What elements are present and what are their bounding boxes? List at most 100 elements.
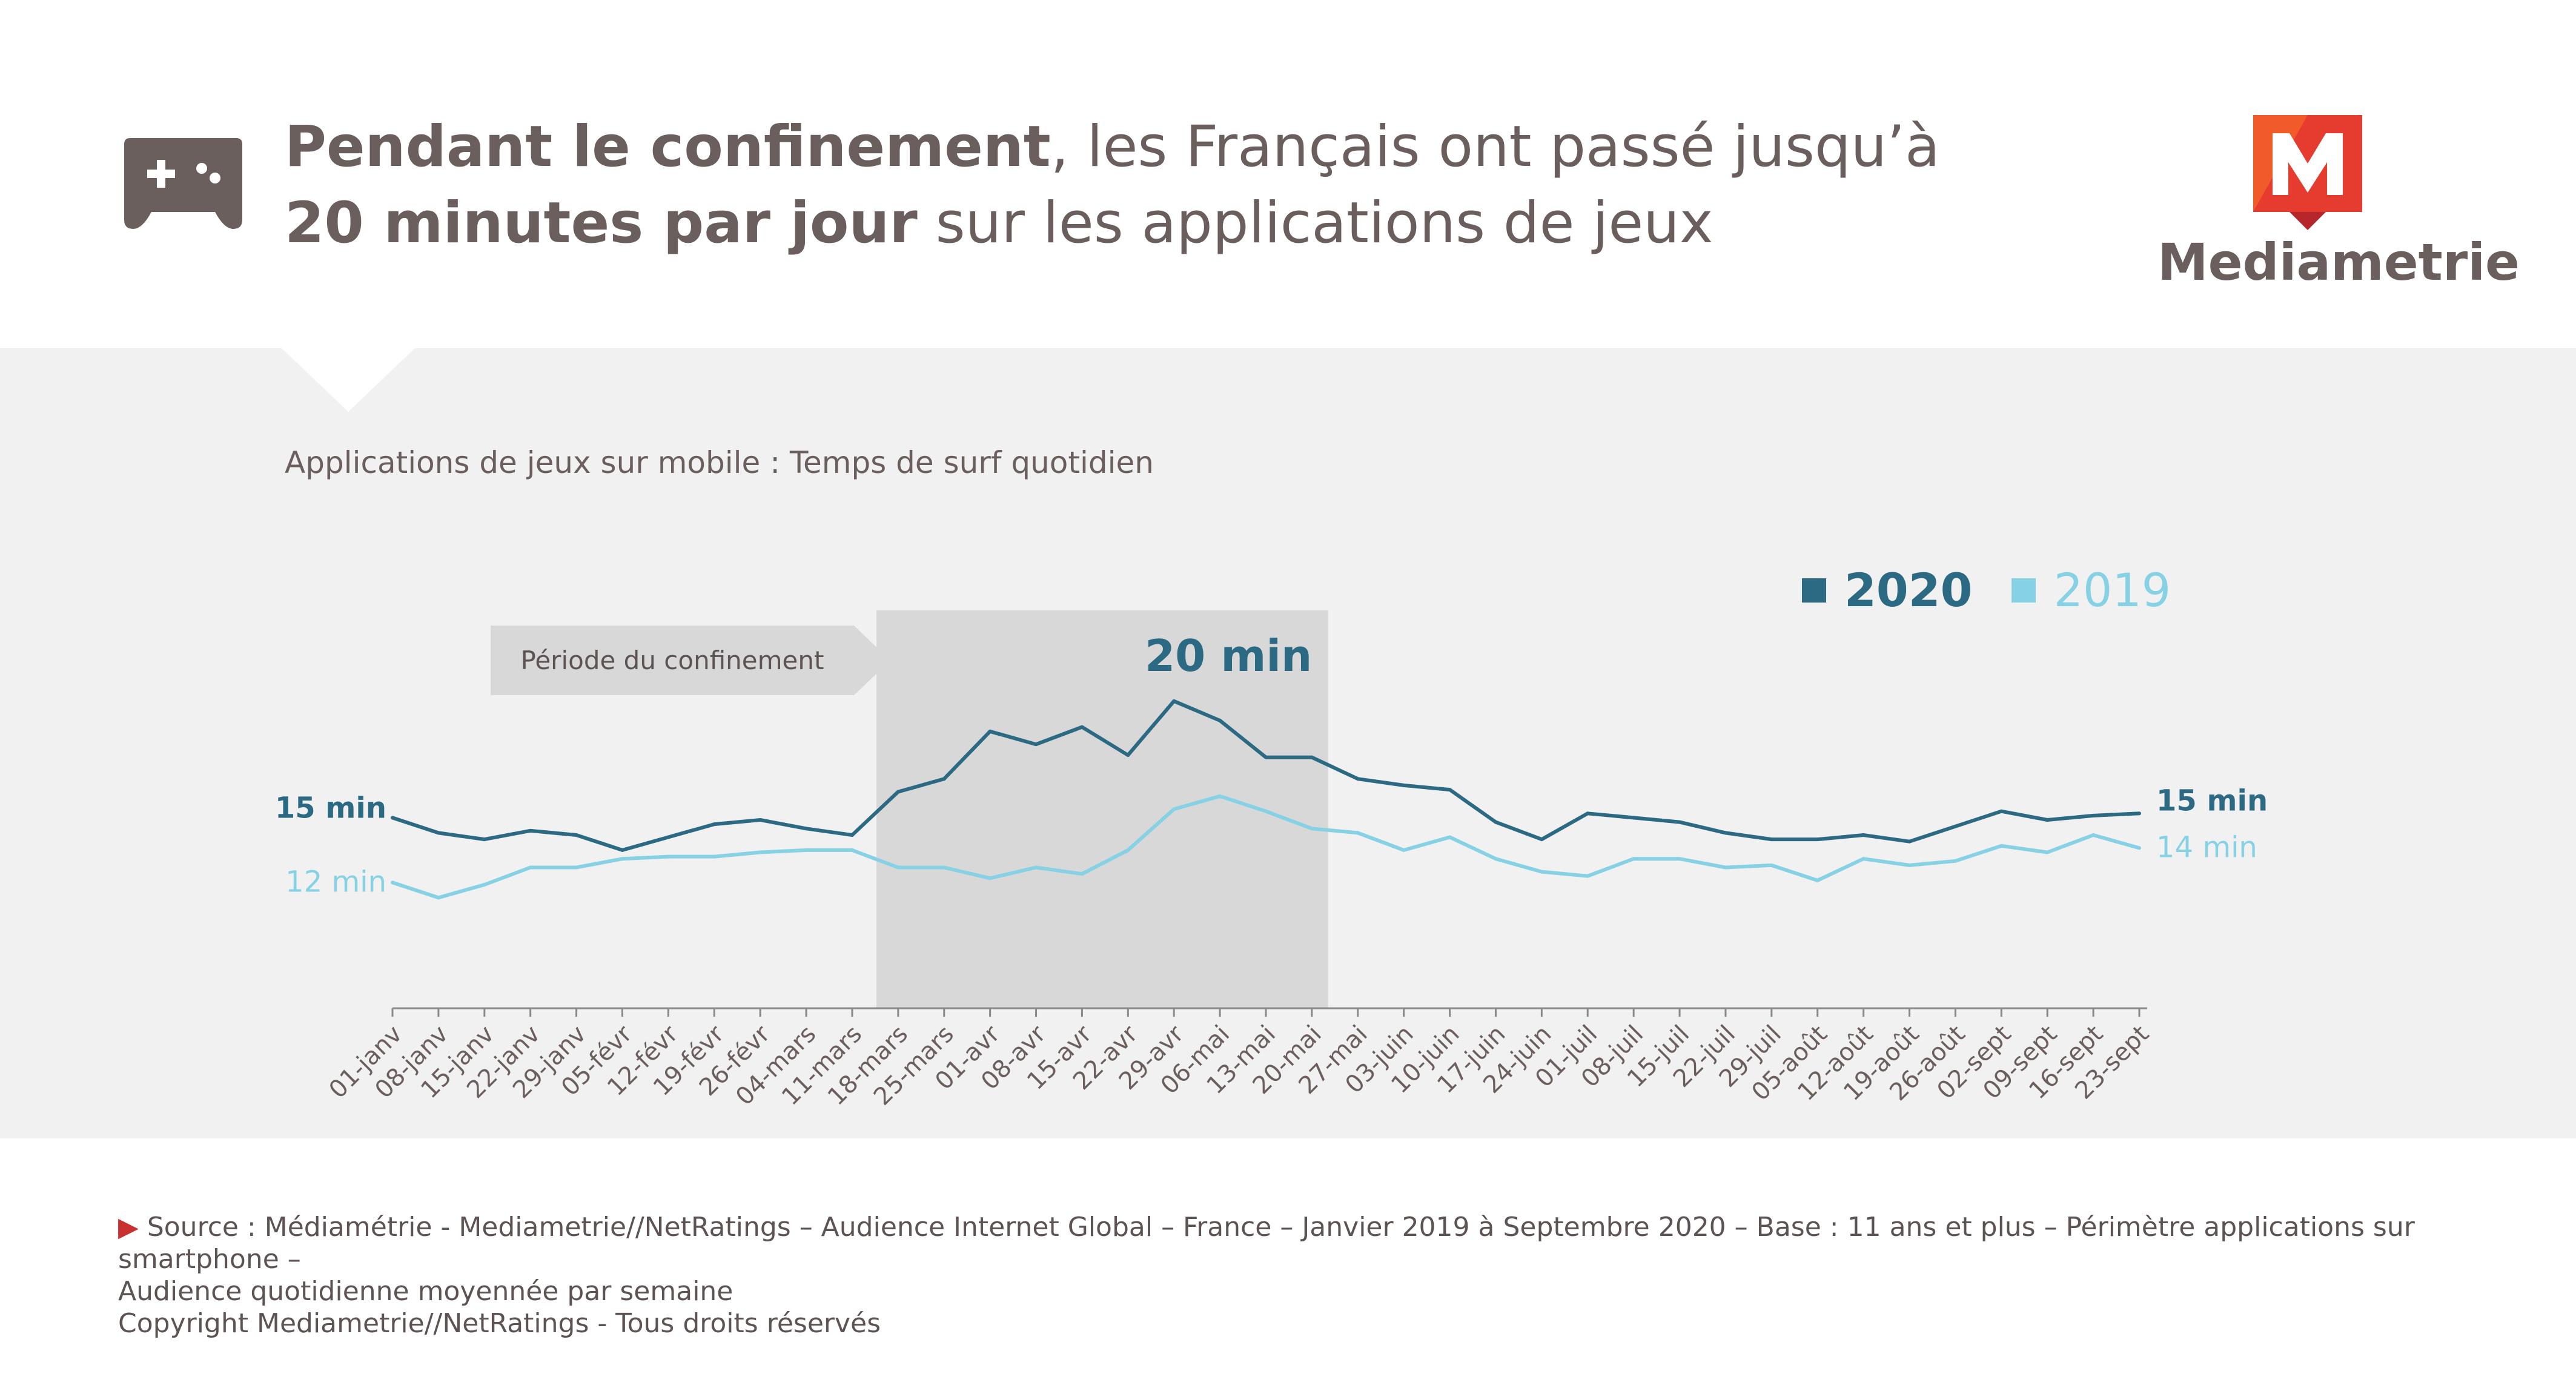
data-point-2019 [1126,848,1130,852]
data-point-2019 [620,857,624,861]
data-point-2019 [1310,827,1314,831]
data-point-2020 [1034,742,1038,747]
data-point-2019 [1632,857,1636,861]
data-point-2019 [1080,872,1084,876]
data-point-2019 [391,880,394,885]
legend-swatch-2020 [1802,578,1826,603]
data-point-2019 [1402,848,1406,852]
headline: Pendant le confinement, les Français ont… [285,109,2102,262]
data-point-2020 [528,828,532,833]
data-point-2020 [436,831,440,835]
end-label-2019: 14 min [2156,830,2257,864]
data-point-2019 [1448,835,1452,839]
data-point-2019 [942,865,946,870]
start-label-2020: 15 min [275,791,386,825]
legend-label-2020: 2020 [1844,563,1973,617]
data-point-2020 [942,777,946,781]
data-point-2020 [1172,699,1176,703]
data-point-2020 [1356,777,1360,781]
data-point-2020 [1402,783,1406,787]
source-footer: ▶ Source : Médiamétrie - Mediametrie//Ne… [118,1211,2480,1339]
headline-line-1: Pendant le confinement, les Français ont… [285,109,2102,185]
data-point-2019 [1218,794,1222,798]
headline-line1-rest: , les Français ont passé jusqu’à [1050,114,1940,180]
data-point-2020 [1080,725,1084,729]
legend-item-2019: 2019 [2011,563,2171,617]
data-point-2020 [574,833,578,837]
data-point-2020 [1586,811,1590,816]
data-point-2019 [2091,833,2096,837]
data-point-2020 [1861,833,1866,837]
data-point-2019 [482,883,486,887]
data-point-2020 [482,837,486,842]
data-point-2019 [1264,809,1268,813]
confinement-highlight-band [876,610,1328,1008]
gamepad-icon [124,138,242,229]
data-point-2020 [1769,837,1773,842]
logo-wordmark: Mediametrie [2157,233,2520,292]
confinement-period-arrow [854,626,890,695]
data-point-2019 [1907,863,1912,867]
panel-notch [282,348,415,412]
data-point-2020 [1907,839,1912,844]
data-point-2019 [436,896,440,900]
chart-legend: 2020 2019 [1802,563,2171,617]
peak-annotation: 20 min [1145,630,1312,681]
legend-swatch-2019 [2011,578,2036,603]
data-point-2020 [1494,820,1498,824]
data-point-2020 [712,822,717,827]
data-point-2020 [391,816,394,820]
data-point-2019 [758,850,763,854]
footer-line-2: Audience quotidienne moyennée par semain… [118,1276,733,1307]
data-point-2020 [896,790,900,794]
data-point-2019 [1723,865,1727,870]
data-point-2020 [1678,820,1682,824]
footer-source: Source : Médiamétrie - Mediametrie//NetR… [118,1212,2415,1275]
data-point-2019 [2045,850,2050,854]
data-point-2020 [1632,816,1636,820]
data-point-2020 [804,827,809,831]
data-point-2019 [1999,844,2004,848]
data-point-2020 [666,835,670,839]
data-point-2020 [758,818,763,822]
chart-subtitle: Applications de jeux sur mobile : Temps … [285,445,1154,480]
mediametrie-m-logo [2253,115,2362,230]
data-point-2019 [1586,874,1590,878]
data-point-2020 [1815,837,1819,842]
data-point-2020 [1310,755,1314,759]
data-point-2020 [988,729,992,733]
data-point-2019 [528,865,532,870]
footer-copyright: Copyright Mediametrie//NetRatings - Tous… [118,1308,881,1339]
data-point-2020 [1448,788,1452,792]
confinement-period-label: Période du confinement [491,626,854,695]
data-point-2020 [1218,718,1222,722]
data-point-2019 [712,854,717,859]
data-point-2019 [804,848,809,852]
data-point-2020 [2091,813,2096,817]
data-point-2020 [1999,809,2004,813]
headline-line2-rest: sur les applications de jeux [917,190,1713,256]
data-point-2019 [1953,859,1958,863]
data-point-2020 [1264,755,1268,759]
data-point-2019 [1861,857,1866,861]
data-point-2020 [620,848,624,852]
data-point-2019 [988,876,992,880]
data-point-2019 [666,854,670,859]
data-point-2019 [1540,870,1544,874]
data-point-2020 [1540,837,1544,842]
legend-item-2020: 2020 [1802,563,1973,617]
data-point-2019 [1769,863,1773,867]
data-point-2020 [850,833,854,837]
end-label-2020: 15 min [2156,784,2268,817]
triangle-bullet-icon: ▶ [118,1212,147,1243]
legend-label-2019: 2019 [2053,563,2171,617]
data-point-2019 [2137,846,2141,850]
data-point-2020 [2045,818,2050,822]
footer-line-1: ▶ Source : Médiamétrie - Mediametrie//Ne… [118,1211,2480,1275]
data-point-2019 [574,865,578,870]
data-point-2020 [1953,824,1958,828]
headline-line2-bold: 20 minutes par jour [285,190,918,256]
data-point-2019 [850,848,854,852]
data-point-2020 [2137,811,2141,816]
data-point-2019 [1356,831,1360,835]
